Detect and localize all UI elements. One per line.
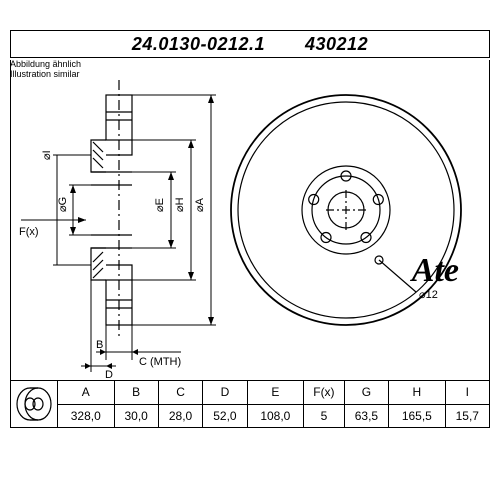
brake-disc-icon bbox=[14, 384, 54, 424]
val-D: 52,0 bbox=[203, 404, 247, 428]
disc-icon-cell bbox=[11, 381, 58, 428]
header-bar: 24.0130-0212.1 430212 bbox=[10, 30, 490, 58]
col-D: D bbox=[203, 381, 247, 405]
col-B: B bbox=[114, 381, 158, 405]
col-H: H bbox=[389, 381, 446, 405]
col-F: F(x) bbox=[304, 381, 345, 405]
header-title: 24.0130-0212.1 430212 bbox=[132, 34, 368, 55]
brand-logo: Ate bbox=[412, 252, 459, 290]
col-C: C bbox=[158, 381, 202, 405]
val-E: 108,0 bbox=[247, 404, 304, 428]
dim-H: ⌀H bbox=[174, 197, 186, 212]
val-A: 328,0 bbox=[58, 404, 115, 428]
col-I: I bbox=[445, 381, 489, 405]
fx-label: F(x) bbox=[19, 226, 39, 238]
technical-drawing-svg: ⌀12 bbox=[11, 60, 489, 380]
val-H: 165,5 bbox=[389, 404, 446, 428]
spec-table-value-row: 328,0 30,0 28,0 52,0 108,0 5 63,5 165,5 … bbox=[11, 404, 490, 428]
val-I: 15,7 bbox=[445, 404, 489, 428]
bolt-dia-label: ⌀12 bbox=[419, 289, 438, 301]
dim-E: ⌀E bbox=[154, 198, 166, 212]
col-E: E bbox=[247, 381, 304, 405]
front-view: ⌀12 bbox=[231, 95, 461, 325]
side-view: ⌀A ⌀H ⌀E bbox=[19, 80, 216, 380]
col-A: A bbox=[58, 381, 115, 405]
dim-B: B bbox=[96, 339, 103, 351]
dim-A: ⌀A bbox=[194, 197, 206, 212]
val-G: 63,5 bbox=[344, 404, 388, 428]
col-G: G bbox=[344, 381, 388, 405]
val-C: 28,0 bbox=[158, 404, 202, 428]
spec-table-header-row: A B C D E F(x) G H I bbox=[11, 381, 490, 405]
short-code: 430212 bbox=[305, 34, 368, 54]
val-F: 5 bbox=[304, 404, 345, 428]
dim-D: D bbox=[105, 369, 113, 380]
val-B: 30,0 bbox=[114, 404, 158, 428]
dim-G: ⌀G bbox=[57, 197, 69, 212]
dim-I: ⌀I bbox=[41, 150, 53, 160]
dim-C: C (MTH) bbox=[139, 356, 181, 368]
drawing-area: ⌀12 bbox=[10, 60, 490, 380]
spec-table: A B C D E F(x) G H I 328,0 30,0 28,0 52,… bbox=[10, 380, 490, 428]
drawing-sheet: 24.0130-0212.1430212 Abbildung ähnlich I… bbox=[10, 30, 490, 450]
part-number: 24.0130-0212.1 bbox=[132, 34, 265, 54]
